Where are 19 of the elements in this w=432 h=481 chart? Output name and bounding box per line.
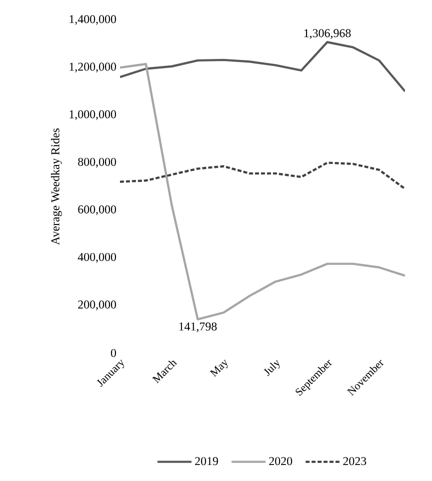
y-tick-label: 400,000	[78, 252, 116, 263]
y-axis-title: Average Weedkay Rides	[50, 128, 62, 245]
y-tick-label: 1,200,000	[70, 62, 116, 72]
legend-label: 2023	[343, 457, 366, 466]
y-tick-label: 200,000	[78, 300, 116, 310]
line-series	[120, 162, 406, 190]
y-tick-label: 800,000	[78, 158, 116, 168]
data-label: 141,798	[179, 322, 217, 332]
y-tick-label: 1,000,000	[70, 110, 116, 120]
line-series	[120, 62, 406, 320]
x-tick-label: May	[210, 360, 228, 378]
y-tick-label: 0	[110, 348, 116, 358]
x-tick-label: July	[264, 360, 280, 376]
legend-label: 2020	[269, 457, 292, 466]
legend-label: 2019	[195, 457, 218, 466]
data-label: 1,306,968	[304, 29, 351, 39]
y-tick-label: 1,400,000	[70, 15, 116, 25]
line-series	[120, 41, 406, 92]
y-tick-label: 600,000	[78, 205, 116, 216]
